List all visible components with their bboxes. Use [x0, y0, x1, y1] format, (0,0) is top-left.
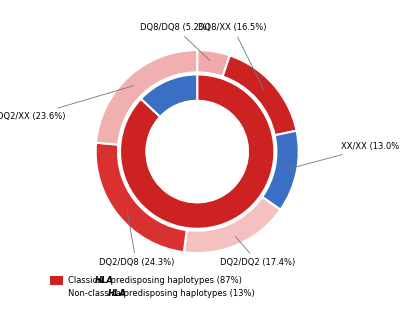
Text: XX/XX (13.0%): XX/XX (13.0%): [288, 142, 400, 169]
Text: DQ2/DQ8 (24.3%): DQ2/DQ8 (24.3%): [98, 211, 174, 267]
Text: Non-classical: Non-classical: [68, 289, 126, 298]
Text: DQ8/XX (16.5%): DQ8/XX (16.5%): [198, 23, 267, 89]
Wedge shape: [184, 197, 280, 253]
Circle shape: [146, 101, 248, 202]
Wedge shape: [262, 131, 299, 210]
Text: DQ8/DQ8 (5.2%): DQ8/DQ8 (5.2%): [140, 23, 210, 61]
Text: HLA: HLA: [108, 289, 127, 298]
Text: predisposing haplotypes (87%): predisposing haplotypes (87%): [108, 276, 242, 285]
Text: DQ2/DQ2 (17.4%): DQ2/DQ2 (17.4%): [220, 236, 296, 267]
Wedge shape: [223, 55, 296, 135]
Wedge shape: [141, 74, 197, 117]
Text: DQ2/XX (23.6%): DQ2/XX (23.6%): [0, 86, 134, 121]
Text: predisposing haplotypes (13%): predisposing haplotypes (13%): [120, 289, 254, 298]
Wedge shape: [96, 143, 187, 252]
Wedge shape: [120, 74, 274, 229]
FancyBboxPatch shape: [50, 289, 63, 298]
Text: HLA: HLA: [95, 276, 114, 285]
FancyBboxPatch shape: [50, 276, 63, 285]
Text: Classical: Classical: [68, 276, 108, 285]
Wedge shape: [197, 50, 230, 77]
Wedge shape: [96, 50, 197, 145]
